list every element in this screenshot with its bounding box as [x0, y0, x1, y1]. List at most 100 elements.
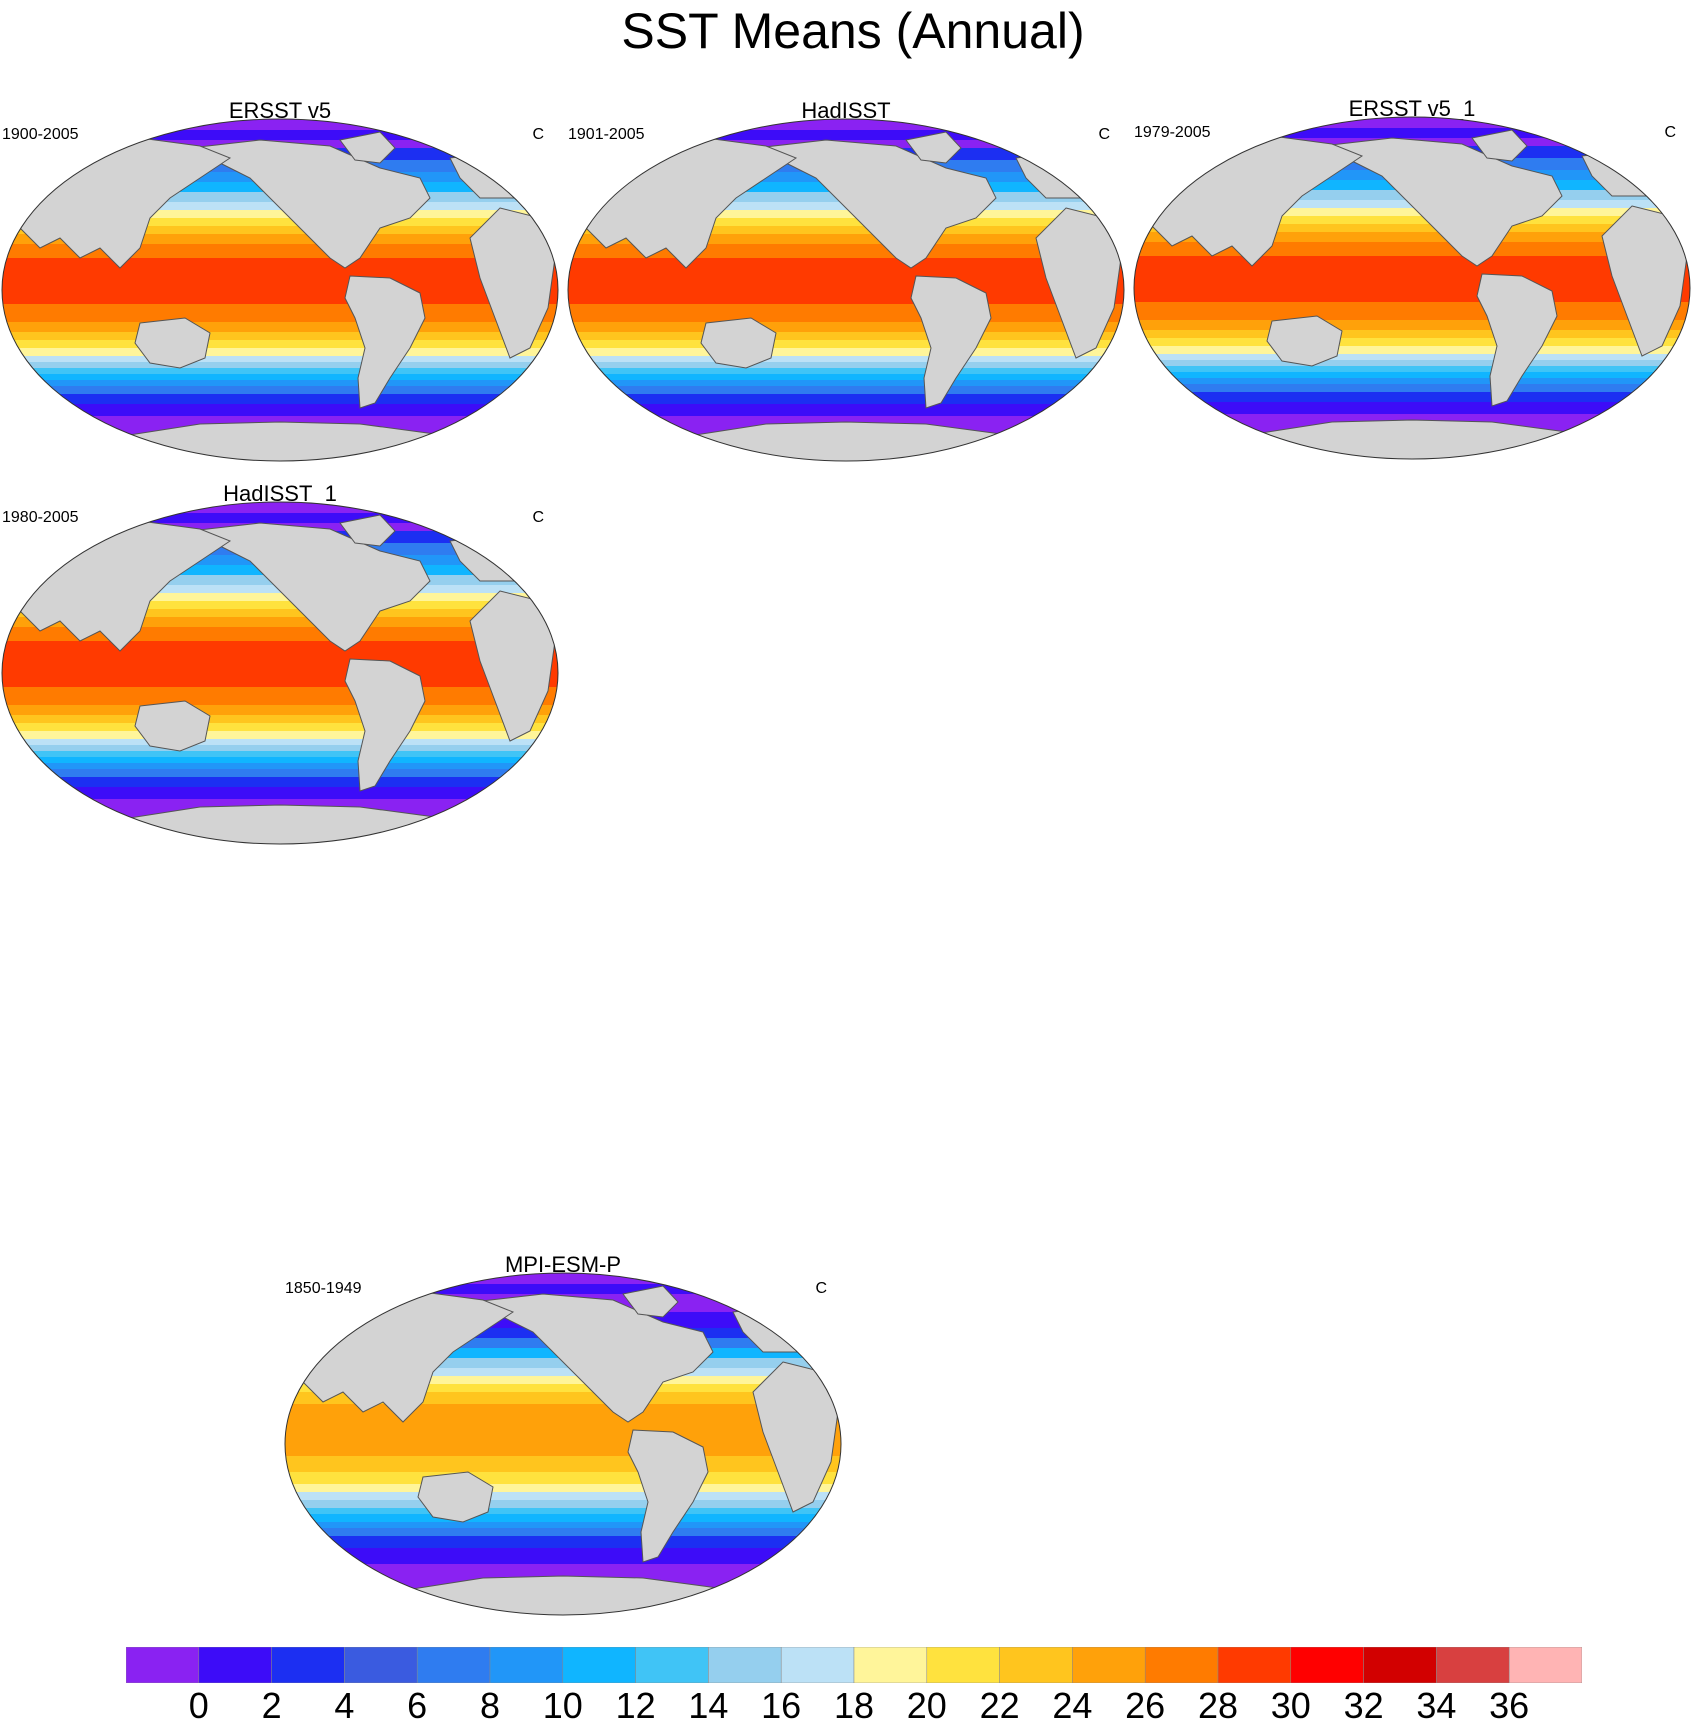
sst-band [2, 617, 558, 628]
sst-band [2, 226, 558, 235]
sst-band [2, 513, 558, 524]
sst-band [568, 404, 1124, 417]
map-panel-hadisst: HadISST 1901-2005 C [566, 98, 1126, 478]
sst-band [2, 258, 558, 305]
sst-band [2, 757, 558, 764]
sst-band [1134, 392, 1690, 403]
greenland-land [339, 514, 396, 547]
south-america-land [910, 275, 992, 409]
map-outline [1, 118, 559, 462]
colorbar [126, 1647, 1582, 1683]
panel-period: 1900-2005 [2, 126, 79, 143]
sst-band [1134, 242, 1690, 257]
colorbar-box [126, 1647, 200, 1683]
colorbar-box [999, 1647, 1073, 1683]
sst-band [2, 130, 558, 141]
colorbar-box [1217, 1647, 1292, 1683]
south-america-land [344, 275, 426, 409]
sst-band [285, 1522, 841, 1529]
australia-land [1266, 315, 1343, 367]
sst-band [2, 234, 558, 245]
map-svg [1, 501, 559, 845]
sst-band [2, 731, 558, 740]
sst-band [285, 1384, 841, 1393]
colorbar-tick-label: 2 [261, 1685, 282, 1726]
sst-band [568, 244, 1124, 259]
sst-band [1134, 372, 1690, 379]
sst-band [285, 1368, 841, 1377]
sst-band [568, 368, 1124, 375]
sst-band [1134, 302, 1690, 321]
sst-band [2, 723, 558, 732]
sst-band [2, 787, 558, 800]
greenland-land [1471, 129, 1528, 162]
sst-band [2, 340, 558, 349]
colorbar-box [926, 1647, 1000, 1683]
map-outline [1133, 116, 1691, 460]
sst-band [2, 593, 558, 602]
australia-land [134, 700, 211, 752]
greenland-land [905, 131, 962, 164]
map-panel-hadisst-1: HadISST_1 1980-2005 C [0, 481, 560, 861]
sst-band [2, 374, 558, 381]
greenland-land [622, 1285, 679, 1318]
sst-band [285, 1528, 841, 1537]
colorbar-tick-label: 32 [1343, 1685, 1384, 1726]
sst-band [2, 777, 558, 788]
colorbar-tick-label: 36 [1489, 1685, 1530, 1726]
sst-band [568, 362, 1124, 369]
colorbar-box [635, 1647, 709, 1683]
sst-band [2, 641, 558, 688]
sst-band [2, 332, 558, 341]
map-svg [1133, 116, 1691, 460]
sst-band [2, 368, 558, 375]
sst-band [2, 687, 558, 706]
sst-band [568, 304, 1124, 323]
sst-band [1134, 384, 1690, 393]
colorbar-tick-label: 20 [906, 1685, 947, 1726]
panel-units: C [532, 126, 544, 143]
sst-band [568, 394, 1124, 405]
map-panel-ersst-v5-1: ERSST v5_1 1979-2005 C [1132, 96, 1692, 476]
sst-band [2, 609, 558, 618]
sst-band [2, 380, 558, 387]
sst-band [568, 119, 1124, 131]
colorbar-tick-label: 16 [761, 1685, 802, 1726]
map-svg [284, 1272, 842, 1616]
colorbar-box [416, 1647, 491, 1683]
sst-band [568, 218, 1124, 227]
australia-land [700, 317, 777, 369]
sst-band [2, 404, 558, 417]
colorbar-tick-label: 10 [542, 1685, 583, 1726]
sst-band [285, 1273, 841, 1285]
colorbar-box [489, 1647, 564, 1683]
sst-band [1134, 330, 1690, 339]
map-panel-ersst-v5: ERSST v5 1900-2005 C [0, 98, 560, 478]
sst-band [1134, 224, 1690, 233]
sst-band [2, 601, 558, 610]
sst-band [2, 119, 558, 131]
colorbar-tick-label: 4 [334, 1685, 355, 1726]
sst-band [568, 234, 1124, 245]
colorbar-tick-label: 34 [1416, 1685, 1457, 1726]
colorbar-tick-label: 24 [1052, 1685, 1093, 1726]
panel-period: 1980-2005 [2, 509, 79, 526]
colorbar-box [780, 1647, 855, 1683]
panel-units: C [1098, 126, 1110, 143]
map-outline [1, 501, 559, 845]
sst-band [285, 1358, 841, 1369]
sst-band [285, 1376, 841, 1385]
colorbar-tick-label: 28 [1197, 1685, 1239, 1726]
sst-band [1134, 354, 1690, 361]
map-svg [1, 118, 559, 462]
sst-band [285, 1492, 841, 1501]
colorbar-box [1144, 1647, 1219, 1683]
sst-band [568, 386, 1124, 395]
sst-band [568, 380, 1124, 387]
sst-band [2, 218, 558, 227]
sst-band [285, 1500, 841, 1509]
colorbar-tick-label: 14 [688, 1685, 729, 1726]
sst-band [568, 332, 1124, 341]
colorbar-box [198, 1647, 272, 1683]
colorbar-tick-label: 8 [479, 1685, 501, 1726]
